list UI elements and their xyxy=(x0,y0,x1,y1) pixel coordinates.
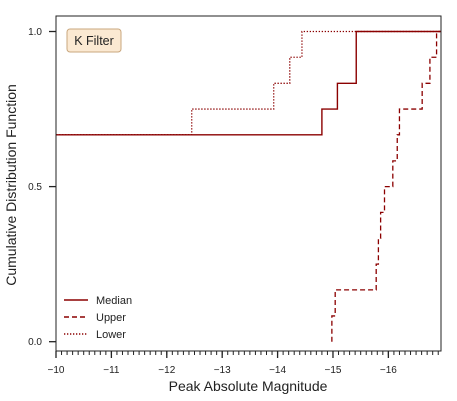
x-tick-label: −14 xyxy=(269,365,286,376)
x-minor-ticks xyxy=(55,351,439,355)
y-axis-label: Cumulative Distribution Function xyxy=(3,84,19,286)
legend-label-upper: Upper xyxy=(96,312,126,324)
series-line-median xyxy=(56,30,441,136)
filter-badge-label: K Filter xyxy=(74,34,114,48)
legend-label-median: Median xyxy=(96,295,132,307)
x-tick-label: −11 xyxy=(103,365,120,376)
legend: Median Upper Lower xyxy=(64,295,132,341)
series-lines xyxy=(56,30,441,342)
axis-ticks: −10 −11 −12 −13 −14 −15 −16 0.0 0.5 1.0 xyxy=(28,27,397,376)
plot-frame xyxy=(55,15,442,352)
x-tick-label: −16 xyxy=(380,365,397,376)
y-tick-label: 0.0 xyxy=(28,337,42,348)
x-tick-label: −15 xyxy=(324,365,341,376)
filter-badge-box xyxy=(66,28,122,53)
y-tick-label: 0.5 xyxy=(28,182,42,193)
y-tick-label: 1.0 xyxy=(28,27,42,38)
x-axis-label: Peak Absolute Magnitude xyxy=(169,378,328,394)
x-tick-label: −10 xyxy=(48,365,65,376)
legend-label-lower: Lower xyxy=(96,329,126,341)
x-tick-label: −12 xyxy=(158,365,175,376)
series-line-lower xyxy=(56,30,441,136)
x-tick-label: −13 xyxy=(214,365,231,376)
series-line-upper xyxy=(331,30,441,342)
filter-badge: K Filter xyxy=(66,28,122,53)
